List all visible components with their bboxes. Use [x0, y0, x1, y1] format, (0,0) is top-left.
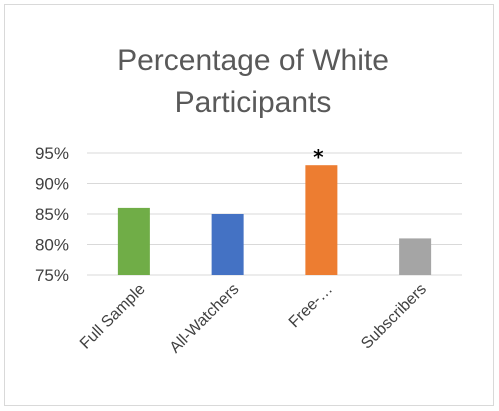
bar: [305, 165, 338, 275]
y-tick-label: 95%: [35, 144, 69, 163]
chart-title-line-2: Participants: [175, 86, 332, 119]
x-category-label: Subscribers: [358, 281, 430, 353]
annotations: *: [313, 145, 324, 169]
x-category-label: Full Sample: [77, 281, 149, 353]
y-tick-label: 75%: [35, 266, 69, 285]
bar: [399, 238, 432, 275]
y-tick-label: 90%: [35, 175, 69, 194]
y-axis-ticks: 75% 80% 85% 90% 95%: [35, 144, 69, 285]
chart-frame: [4, 4, 494, 406]
bar: [117, 207, 150, 275]
y-tick-label: 85%: [35, 205, 69, 224]
bar: [211, 214, 244, 275]
bars: [117, 165, 432, 275]
significance-marker: *: [313, 145, 324, 169]
x-category-label: Free-…: [286, 281, 336, 331]
x-axis-labels: Full Sample All-Watchers Free-… Subscribers: [77, 281, 430, 357]
y-tick-label: 80%: [35, 236, 69, 255]
chart-title-line-1: Percentage of White: [117, 44, 389, 77]
x-category-label: All-Watchers: [167, 281, 243, 357]
